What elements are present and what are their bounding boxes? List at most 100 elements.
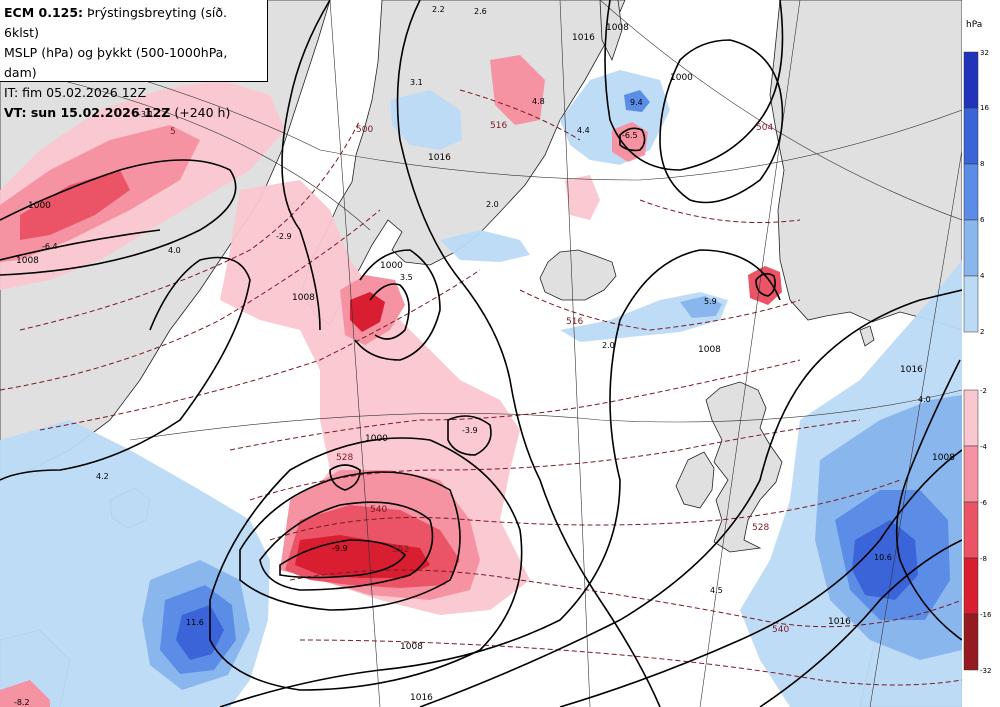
fall-sw-corner: [0, 680, 50, 707]
thickness-label: 516: [566, 317, 583, 327]
isobar-label: 1016: [572, 33, 595, 43]
lat-lon-grid: [0, 0, 962, 707]
legend-tick: 2: [980, 328, 984, 336]
value-label: 5.9: [704, 297, 717, 306]
legend-tick: -16: [980, 611, 992, 619]
legend-tick: -8: [980, 555, 987, 563]
map: 1000 1008 1000 1008 1016 1000 1008 1016 …: [0, 0, 962, 707]
fall-greenland-w-2: [350, 292, 385, 332]
isobar-label: 1008: [698, 345, 721, 355]
thickness-label: 504: [756, 123, 773, 133]
title-line: ECM 0.125: Þrýstingsbreyting (síð. 6klst…: [4, 3, 263, 43]
pressure-fall-areas: [0, 55, 782, 707]
legend-tick: -2: [980, 387, 987, 395]
value-label: -2.9: [276, 232, 292, 241]
legend-tick: 6: [980, 216, 985, 224]
rise-greenland-sea-2: [624, 90, 650, 112]
valid-time: VT: sun 15.02.2026 12Z: [4, 105, 171, 120]
land-iceland: [539, 249, 617, 301]
isobar-labels: 1000 1008 1000 1008 1016 1000 1008 1016 …: [16, 23, 955, 703]
thickness-label: 552: [392, 545, 409, 555]
fall-greenland-e: [490, 55, 545, 125]
legend-tick: -6: [980, 499, 988, 507]
isobar-label: 1008: [292, 293, 315, 303]
isobar-label: 1000: [28, 201, 51, 211]
land-shetland: [859, 325, 875, 347]
isobar-contours: [0, 0, 962, 707]
isobar-label: 1016: [428, 153, 451, 163]
value-label: -6.5: [622, 131, 638, 140]
isobar-label: 1016: [828, 617, 851, 627]
value-label: 4.0: [168, 246, 181, 255]
land-ireland: [675, 451, 715, 509]
legend-tick: 4: [980, 272, 985, 280]
value-labels: -3.1 -6.4 4.0 -2.9 3.1 2.2 2.0 -6.5 9.4 …: [14, 5, 931, 707]
model-name: ECM 0.125:: [4, 5, 84, 20]
colorbar-legend: hPa 32 16 8 6 4 2 -2 -4 -6 -8 -16 -32: [962, 0, 1000, 707]
isobar-label: 1000: [365, 434, 388, 444]
isobar-label: 1008: [606, 23, 629, 33]
thickness-contours: [0, 89, 962, 686]
fall-central-4: [295, 535, 430, 578]
thickness-label: 516: [490, 121, 507, 131]
isobar-label: 1016: [410, 693, 433, 703]
rise-baffin: [390, 90, 462, 150]
fall-swatch-0: [963, 389, 979, 447]
value-label: -6.4: [42, 242, 58, 251]
thickness-label: 5: [170, 127, 176, 137]
isobar-label: 1000: [670, 73, 693, 83]
fall-tick-labels: -2 -4 -6 -8 -16 -32: [980, 387, 992, 675]
value-label: 2.0: [486, 200, 499, 209]
rise-swatch-2: [963, 163, 979, 221]
rise-sw-4: [176, 605, 224, 660]
legend-unit: hPa: [966, 20, 982, 30]
value-label: 3.1: [410, 78, 423, 87]
thickness-label: 500: [356, 125, 373, 135]
rise-iceland-south-2: [680, 296, 722, 318]
value-label: 3.5: [400, 273, 413, 282]
subtitle-line: MSLP (hPa) og þykkt (500-1000hPa, dam): [4, 45, 228, 80]
fall-colorbar: [963, 389, 979, 671]
rise-swatch-3: [963, 219, 979, 277]
isobar-label: 1008: [16, 256, 39, 266]
chart-info-box: ECM 0.125: Þrýstingsbreyting (síð. 6klst…: [0, 0, 268, 120]
isobar-label: 1008: [932, 453, 955, 463]
isobar-label: 1000: [380, 261, 403, 271]
fall-norway: [748, 266, 782, 305]
isobar-label: 1008: [400, 642, 423, 652]
thickness-labels: 516 528 540 552 528 540 516 500 504 5: [170, 121, 789, 635]
legend-tick: -32: [980, 667, 991, 675]
rise-tick-labels: 32 16 8 6 4 2: [980, 49, 989, 336]
rise-denmark-strait: [440, 230, 530, 262]
rise-swatch-4: [963, 275, 979, 333]
value-label: -3.1: [138, 110, 154, 119]
value-label: 4.2: [96, 472, 109, 481]
value-label: -3.9: [462, 426, 478, 435]
fall-swatch-4: [963, 613, 979, 671]
valid-time-line: VT: sun 15.02.2026 12Z (+240 h): [4, 103, 263, 123]
rise-colorbar: [963, 51, 979, 333]
fall-iceland-n: [565, 175, 600, 220]
value-label: 2.0: [602, 341, 615, 350]
legend-tick: 32: [980, 49, 989, 57]
value-label: 9.4: [630, 98, 643, 107]
value-label: 2.6: [474, 7, 487, 16]
land-norway-scandinavia: [769, 0, 962, 331]
isobar-label: 1016: [900, 365, 923, 375]
lead-time: (+240 h): [174, 105, 231, 120]
legend-tick: -4: [980, 443, 988, 451]
legend-tick: 8: [980, 160, 984, 168]
value-label: 11.6: [186, 618, 204, 627]
value-label: -9.9: [332, 544, 348, 553]
land-scotland-uk: [705, 381, 783, 553]
value-label: 4.4: [577, 126, 590, 135]
thickness-label: 540: [772, 625, 789, 635]
value-label: 2.2: [432, 5, 445, 14]
fall-jan-mayen: [612, 122, 648, 162]
rise-swatch-0: [963, 51, 979, 109]
init-time: IT: fim 05.02.2026 12Z: [4, 85, 147, 100]
fall-swatch-2: [963, 501, 979, 559]
value-label: 4.0: [918, 395, 931, 404]
value-label: -8.2: [14, 698, 30, 707]
